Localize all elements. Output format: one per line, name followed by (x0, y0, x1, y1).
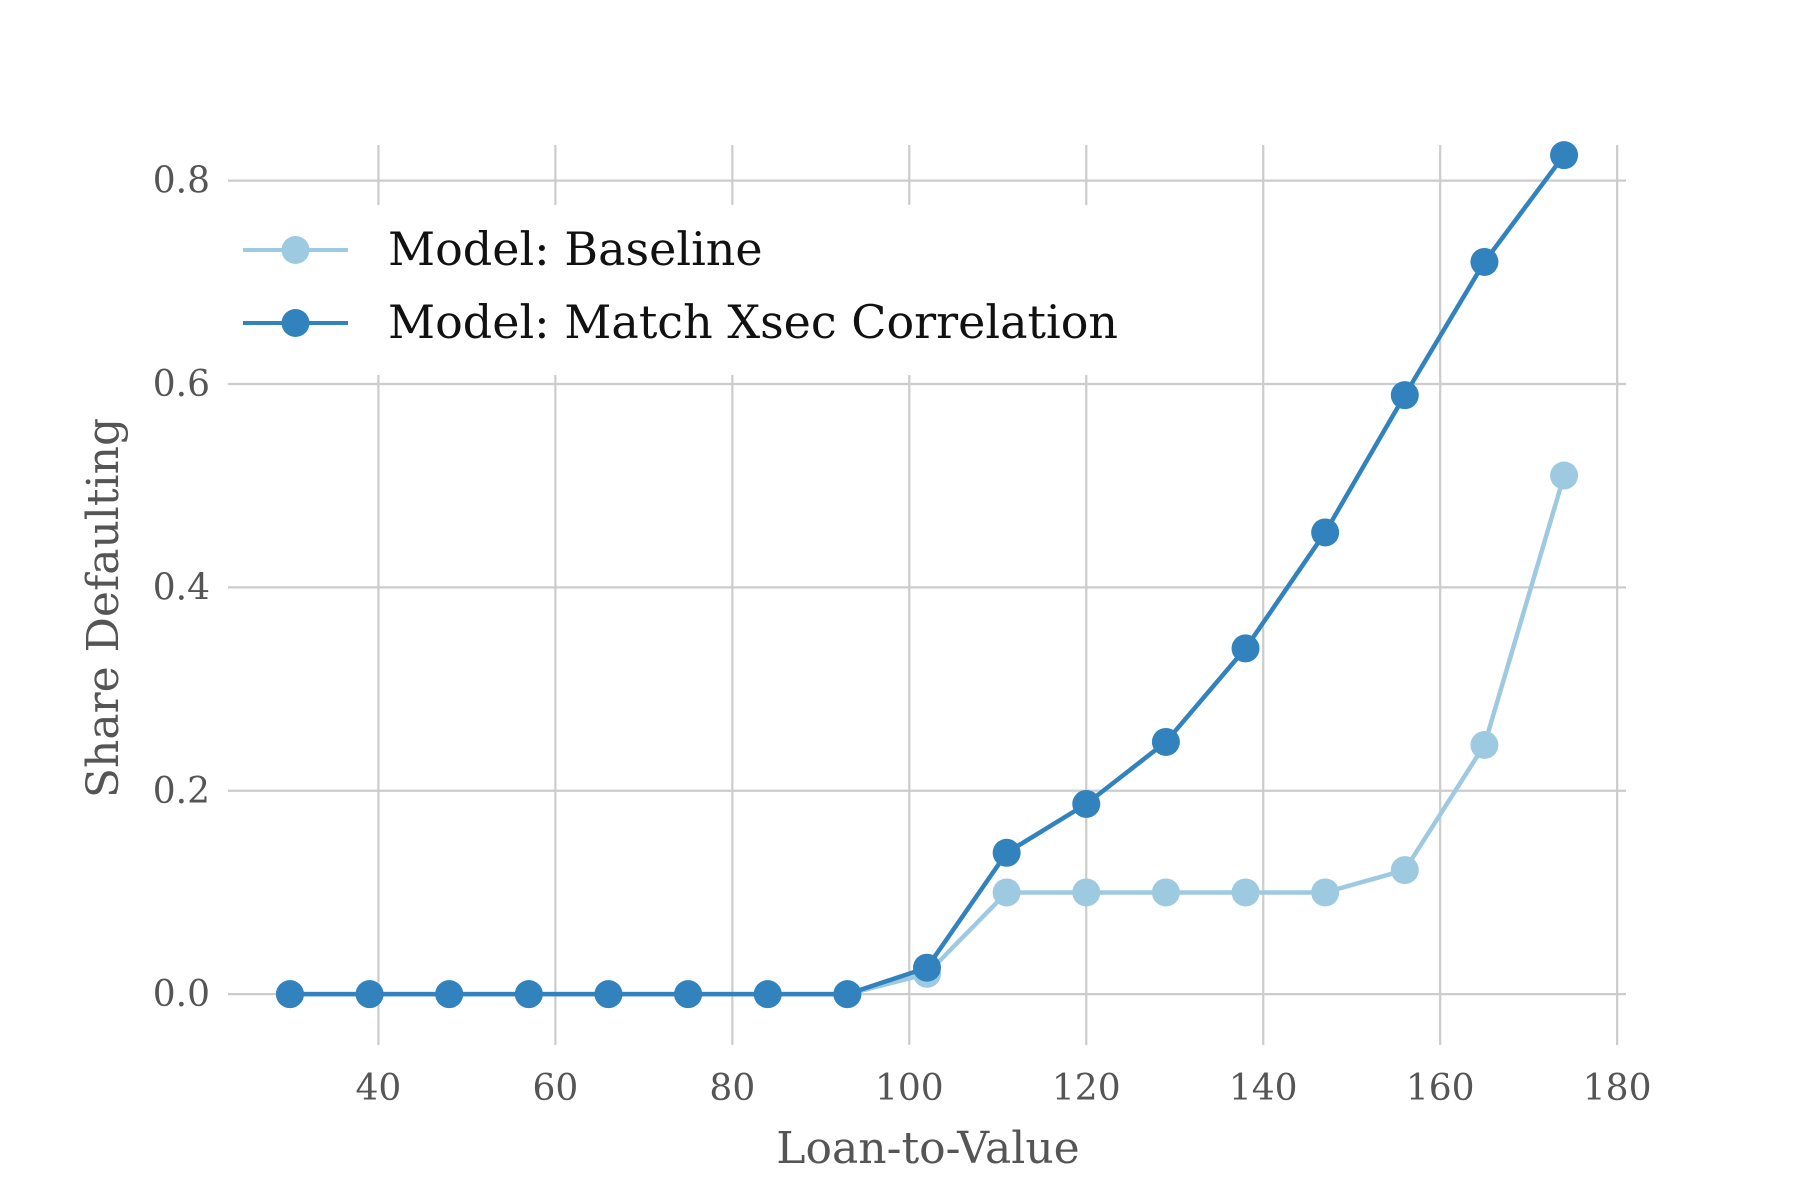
legend-marker-match-xsec (281, 309, 310, 337)
data-point (992, 878, 1021, 907)
x-tick-label: 120 (1052, 1068, 1121, 1109)
x-tick-labels: 40 60 80 100 120 140 160 180 (356, 1068, 1652, 1109)
data-point (1311, 878, 1340, 907)
legend: Model: Baseline Model: Match Xsec Correl… (228, 205, 1196, 375)
data-point (1311, 518, 1340, 547)
y-tick-label: 0.2 (153, 771, 210, 812)
y-axis-title: Share Defaulting (78, 418, 129, 798)
legend-marker-baseline (281, 236, 310, 264)
y-tick-label: 0.0 (153, 974, 210, 1015)
data-point (992, 838, 1021, 867)
data-point (1470, 731, 1499, 759)
data-point (1390, 856, 1419, 885)
x-tick-label: 60 (532, 1068, 578, 1109)
y-tick-label: 0.6 (153, 364, 210, 405)
legend-background (228, 205, 1196, 375)
series-layer (275, 141, 1579, 1009)
data-point (833, 980, 862, 1009)
data-point (1072, 789, 1101, 818)
data-point (1151, 878, 1180, 907)
x-tick-label: 80 (709, 1068, 755, 1109)
data-point (1390, 381, 1419, 410)
x-axis-title: Loan-to-Value (776, 1123, 1079, 1174)
data-point (1231, 878, 1260, 907)
series-0 (275, 461, 1579, 1009)
legend-label-match-xsec: Model: Match Xsec Correlation (388, 295, 1118, 349)
x-tick-label: 40 (356, 1068, 402, 1109)
data-point (1231, 634, 1260, 663)
data-point (594, 980, 623, 1009)
y-tick-label: 0.8 (153, 161, 210, 202)
grid-lines (228, 145, 1626, 1045)
data-point (1151, 727, 1180, 756)
data-point (514, 980, 543, 1009)
y-tick-labels: 0.0 0.2 0.4 0.6 0.8 (153, 161, 210, 1016)
data-point (355, 980, 384, 1009)
data-point (435, 980, 464, 1009)
series-line (289, 474, 1567, 997)
data-point (1550, 141, 1579, 170)
x-tick-label: 160 (1406, 1068, 1475, 1109)
data-point (1470, 247, 1499, 276)
data-point (913, 953, 941, 982)
data-point (753, 980, 782, 1009)
data-point (674, 980, 703, 1009)
data-point (1072, 878, 1101, 907)
series-1 (275, 141, 1579, 1009)
legend-label-baseline: Model: Baseline (388, 222, 763, 276)
data-point (1550, 461, 1579, 490)
x-tick-label: 100 (875, 1068, 944, 1109)
x-tick-label: 140 (1229, 1068, 1298, 1109)
data-point (275, 980, 304, 1009)
y-tick-label: 0.4 (153, 567, 210, 608)
x-tick-label: 180 (1583, 1068, 1652, 1109)
